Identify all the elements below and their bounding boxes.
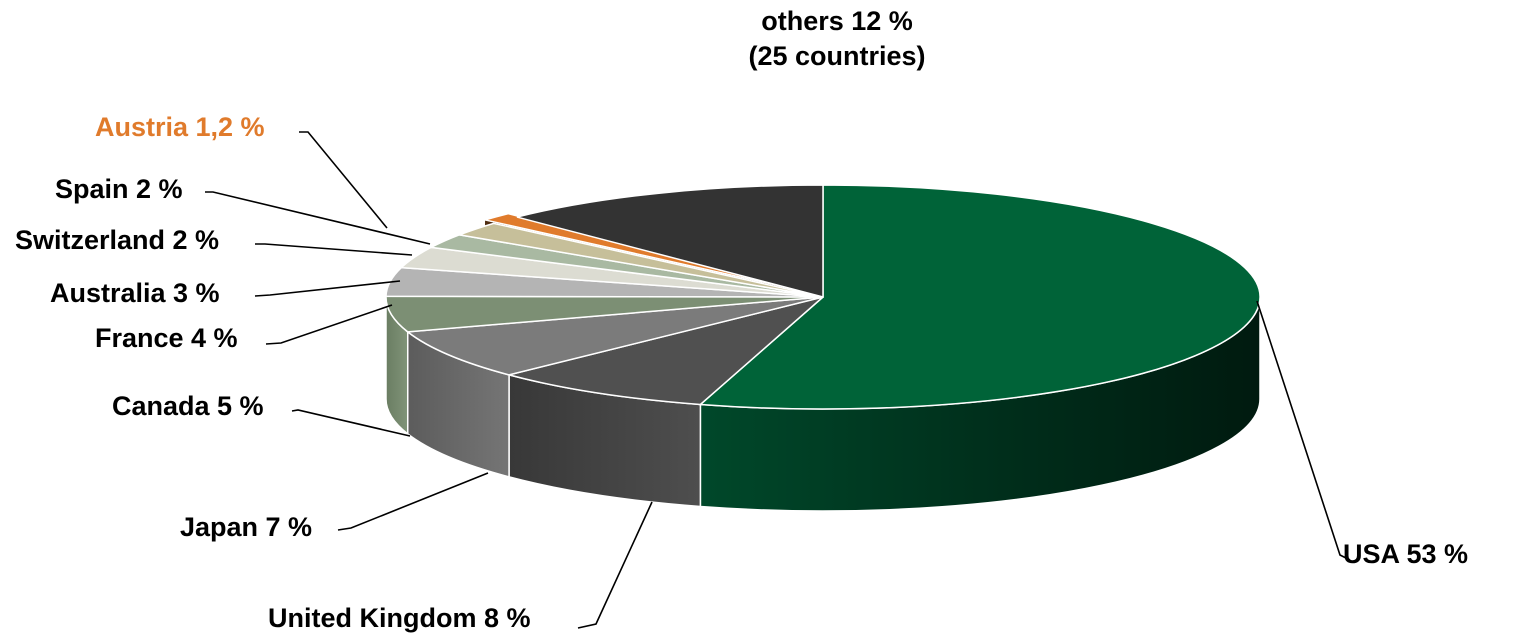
pie-leaders [205,131,1351,629]
slice-others [516,184,824,298]
slice-label-spain: Spain 2 % [55,174,183,204]
slice-spain [456,222,824,298]
slice-label-united-kingdom: United Kingdom 8 % [268,603,531,633]
leader-line-united-kingdom [577,501,653,629]
leader-line-spain [205,191,431,245]
leader-line-switzerland [255,243,413,256]
leader-line-australia [254,280,401,297]
slice-label-switzerland: Switzerland 2 % [15,225,219,255]
slice-label-usa: USA 53 % [1343,539,1468,569]
slice-label-austria: Austria 1,2 % [95,112,265,142]
slice-japan [405,296,824,376]
leader-line-usa [1256,300,1351,561]
leader-line-japan [337,472,489,531]
slice-label-france: France 4 % [95,323,238,353]
slice-usa [698,184,1261,410]
slice-label-canada: Canada 5 % [112,391,264,421]
slice-sublabel-others: (25 countries) [748,41,925,71]
pie-tops [385,184,1261,410]
leader-line-france [265,304,393,345]
leader-line-austria [299,131,388,229]
slice-label-others: others 12 % [761,6,913,36]
leader-line-canada [291,409,411,437]
slice-label-japan: Japan 7 % [180,512,312,542]
slice-united-kingdom [508,296,824,406]
slice-label-australia: Australia 3 % [50,278,220,308]
